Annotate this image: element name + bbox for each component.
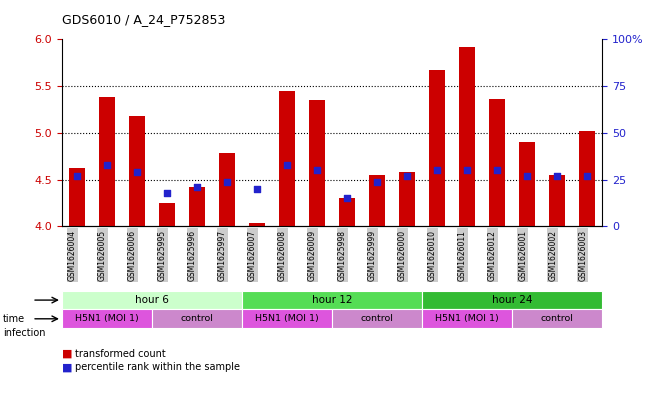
Text: control: control [361,314,393,323]
Point [522,173,533,179]
Bar [339,198,355,226]
Text: GSM1626009: GSM1626009 [308,230,317,281]
Bar [549,175,566,226]
Bar [159,203,175,226]
Point [222,178,232,185]
Text: GSM1625998: GSM1625998 [338,230,347,281]
Text: GSM1626003: GSM1626003 [578,230,587,281]
Point [132,169,142,175]
Text: GSM1625995: GSM1625995 [158,230,167,281]
Text: GSM1625996: GSM1625996 [188,230,197,281]
Text: GSM1626012: GSM1626012 [488,230,497,281]
Text: hour 12: hour 12 [312,295,352,305]
Bar [519,142,535,226]
Text: control: control [180,314,214,323]
Point [102,162,112,168]
Text: GSM1626008: GSM1626008 [278,230,287,281]
Text: GSM1626000: GSM1626000 [398,230,407,281]
Point [282,162,292,168]
Text: GDS6010 / A_24_P752853: GDS6010 / A_24_P752853 [62,13,225,26]
Text: ■: ■ [62,349,72,359]
Text: time: time [3,314,25,324]
Text: GSM1626004: GSM1626004 [68,230,77,281]
Point [252,186,262,192]
Text: H5N1 (MOI 1): H5N1 (MOI 1) [436,314,499,323]
Bar [242,291,422,309]
Bar [129,116,145,226]
Bar [332,309,422,328]
Bar [98,97,115,226]
Bar [309,100,326,226]
Bar [429,70,445,226]
Bar [68,169,85,226]
Point [312,167,322,173]
Point [492,167,503,173]
Bar [62,291,242,309]
Bar [279,91,296,226]
Text: GSM1625999: GSM1625999 [368,230,377,281]
Text: hour 24: hour 24 [492,295,533,305]
Text: GSM1626006: GSM1626006 [128,230,137,281]
Bar [368,175,385,226]
Bar [189,187,205,226]
Bar [489,99,505,226]
Text: transformed count: transformed count [75,349,165,359]
Text: H5N1 (MOI 1): H5N1 (MOI 1) [255,314,319,323]
Point [372,178,382,185]
Bar [399,172,415,226]
Text: ■: ■ [62,362,72,373]
Point [402,173,412,179]
Bar [422,291,602,309]
Bar [512,309,602,328]
Text: percentile rank within the sample: percentile rank within the sample [75,362,240,373]
Point [191,184,202,190]
Text: GSM1626011: GSM1626011 [458,230,467,281]
Point [72,173,82,179]
Bar [459,47,475,226]
Point [552,173,562,179]
Bar [219,153,235,226]
Point [582,173,592,179]
Text: GSM1626001: GSM1626001 [518,230,527,281]
Bar [249,223,265,226]
Point [161,189,172,196]
Bar [62,309,152,328]
Point [342,195,352,202]
Text: GSM1626007: GSM1626007 [248,230,257,281]
Point [462,167,473,173]
Bar [579,131,596,226]
Text: infection: infection [3,328,46,338]
Text: control: control [541,314,574,323]
Text: GSM1626005: GSM1626005 [98,230,107,281]
Text: H5N1 (MOI 1): H5N1 (MOI 1) [75,314,139,323]
Bar [422,309,512,328]
Bar [152,309,242,328]
Text: GSM1626010: GSM1626010 [428,230,437,281]
Text: GSM1626002: GSM1626002 [548,230,557,281]
Bar [242,309,332,328]
Text: GSM1625997: GSM1625997 [218,230,227,281]
Text: hour 6: hour 6 [135,295,169,305]
Point [432,167,442,173]
